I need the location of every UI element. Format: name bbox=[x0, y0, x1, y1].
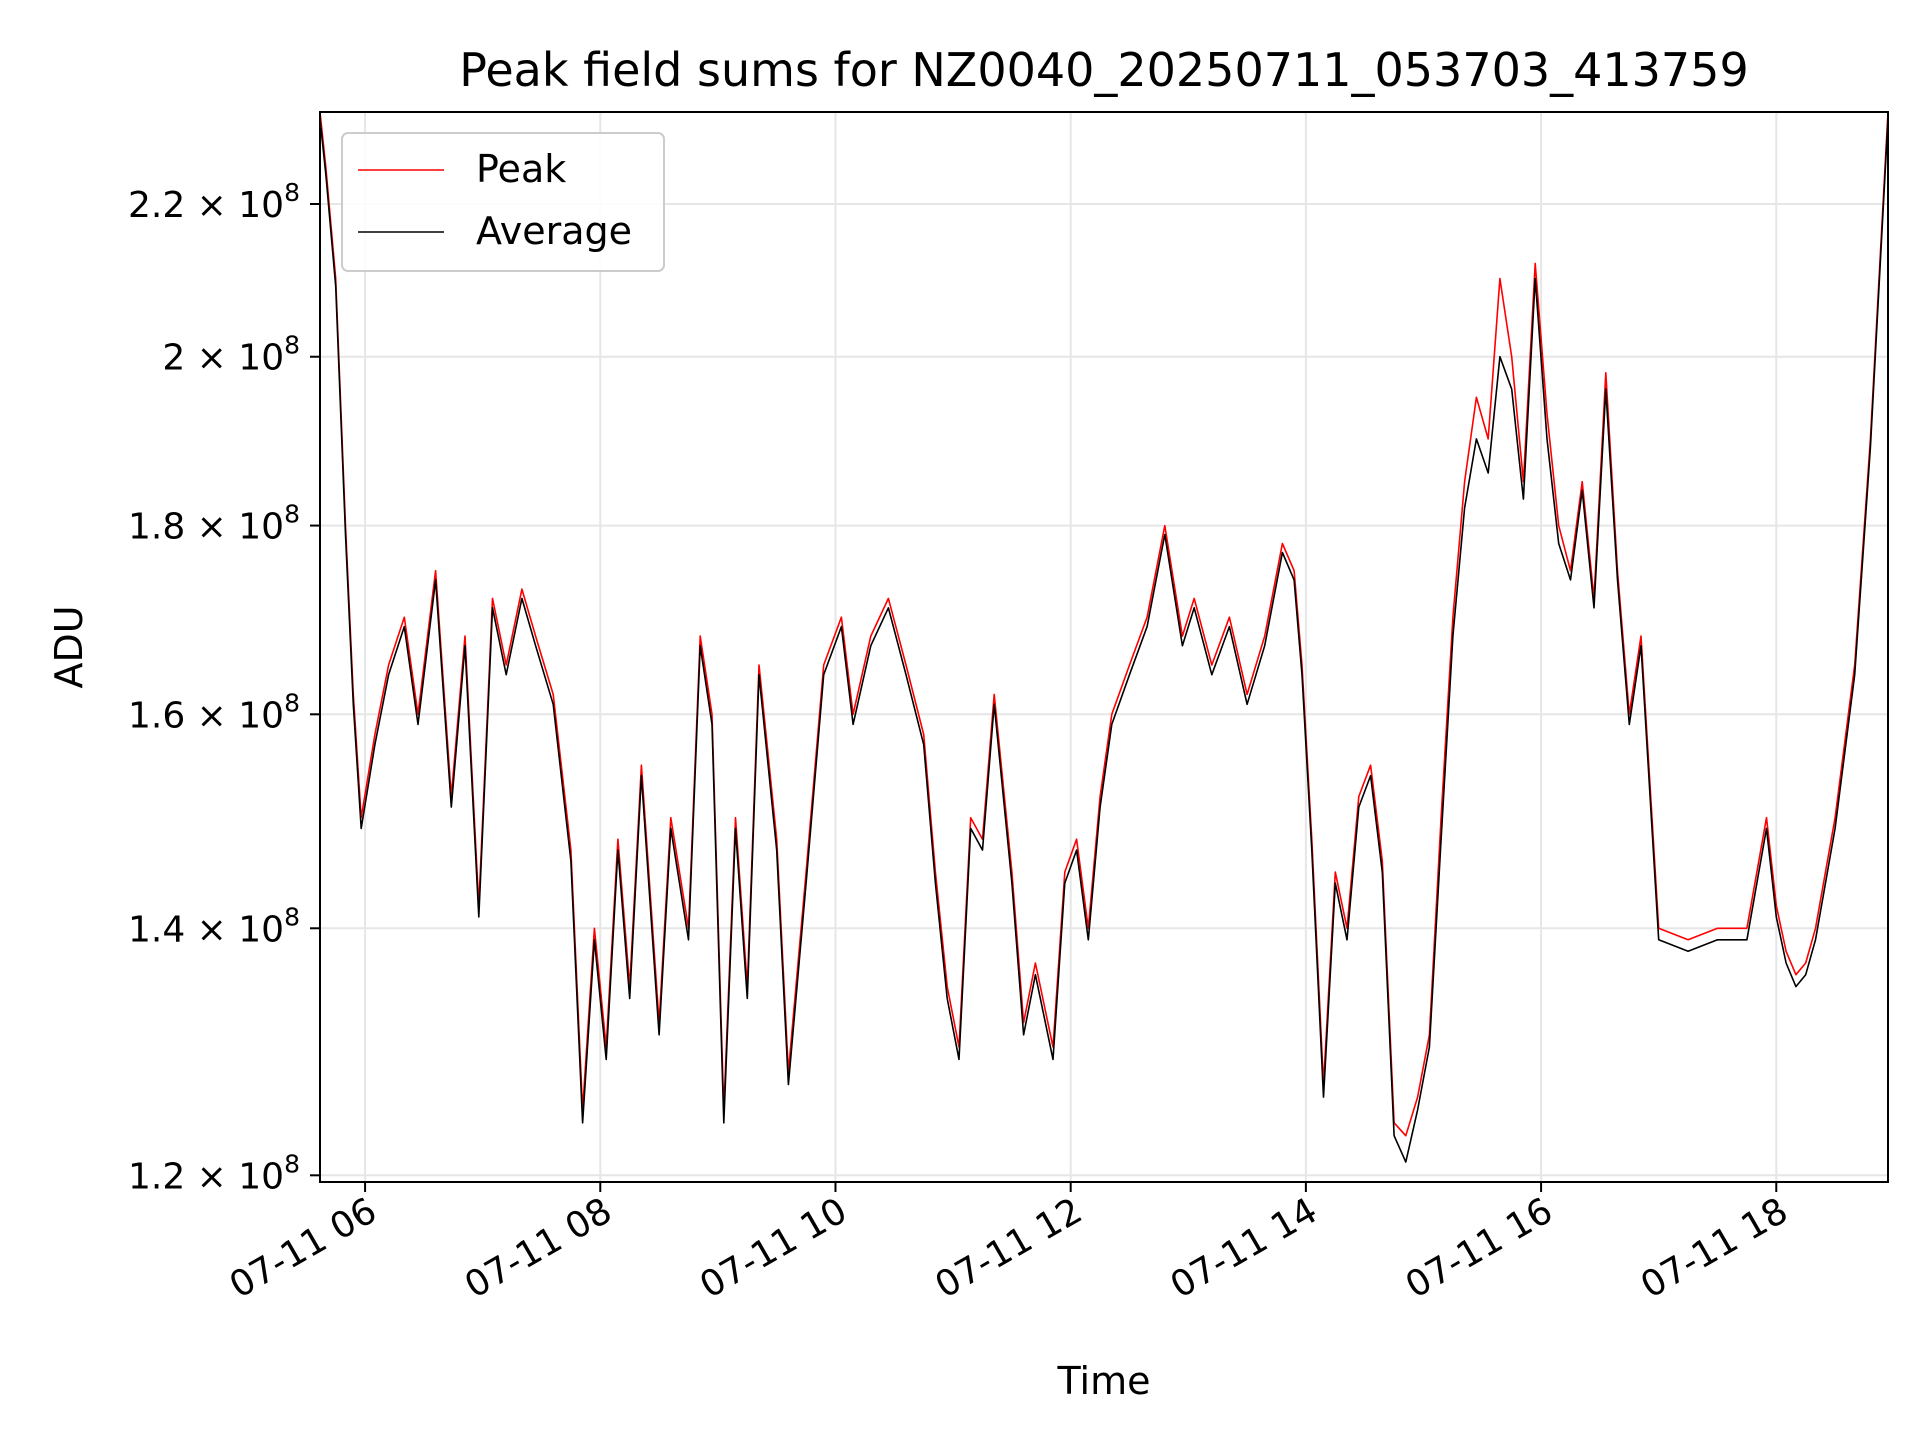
series-line-average bbox=[319, 118, 1889, 1163]
y-axis-label: ADU bbox=[47, 605, 91, 688]
legend-label-peak: Peak bbox=[476, 147, 566, 191]
legend-box bbox=[341, 132, 665, 272]
y-tick-label: 1.8 × 108 bbox=[128, 500, 300, 548]
x-axis-label: Time bbox=[1057, 1359, 1151, 1403]
legend: Peak Average bbox=[341, 132, 665, 272]
series-lines bbox=[319, 111, 1889, 1163]
y-axis-ticks: 1.2 × 108 1.4 × 108 1.6 × 108 1.8 × 108 2 × … bbox=[128, 178, 320, 1197]
y-tick-label: 2 × 108 bbox=[162, 331, 300, 379]
y-tick-label: 2.2 × 108 bbox=[128, 178, 300, 226]
legend-label-average: Average bbox=[476, 209, 632, 253]
plot-frame bbox=[319, 111, 1889, 1183]
y-tick-label: 1.6 × 108 bbox=[128, 688, 300, 736]
series-line-peak bbox=[319, 111, 1889, 1137]
y-tick-label: 1.2 × 108 bbox=[128, 1149, 300, 1197]
chart-title: Peak field sums for NZ0040_20250711_0537… bbox=[459, 43, 1748, 97]
y-tick-label: 1.4 × 108 bbox=[128, 902, 300, 950]
